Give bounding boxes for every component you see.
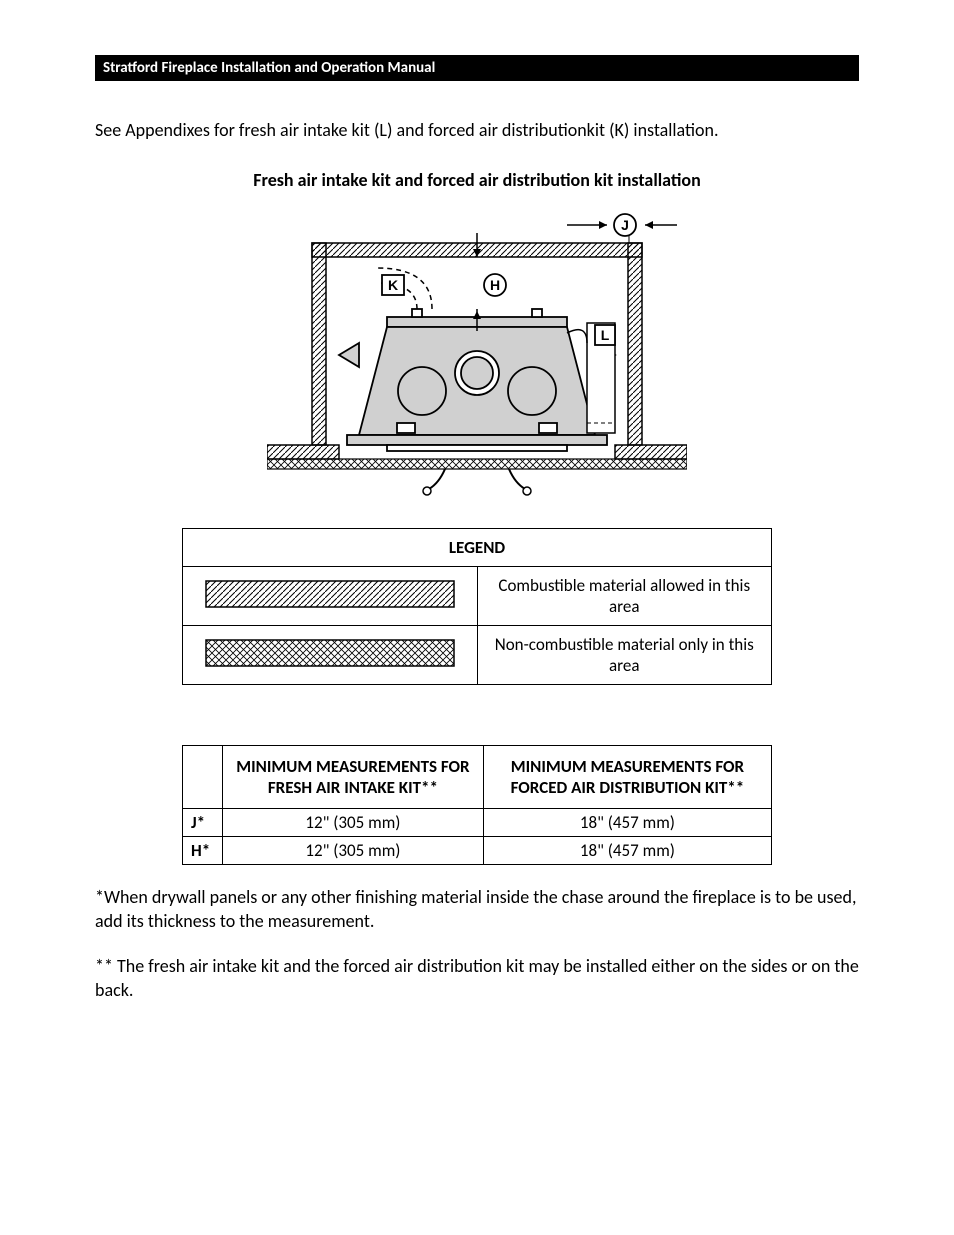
header-title: Stratford Fireplace Installation and Ope… [103,59,435,77]
footnote-1: *When drywall panels or any other finish… [95,885,859,934]
intro-paragraph: See Appendixes for fresh air intake kit … [95,119,859,141]
meas-header-blank [183,746,223,809]
table-row: H* 12" (305 mm) 18" (457 mm) [183,837,772,865]
legend-row: Non-combustible material only in this ar… [183,626,772,685]
meas-cell: 18" (457 mm) [483,809,771,837]
diagram-label-j: J [621,217,629,233]
measurements-table: MINIMUM MEASUREMENTS FOR FRESH AIR INTAK… [182,745,772,865]
meas-row-label: J* [183,809,223,837]
legend-swatch-cross [183,626,478,685]
hatch-swatch-icon [205,580,455,608]
legend-title: LEGEND [183,529,772,567]
meas-cell: 18" (457 mm) [483,837,771,865]
meas-cell: 12" (305 mm) [223,809,484,837]
diagram-label-l: L [601,327,610,343]
meas-header-col1: MINIMUM MEASUREMENTS FOR FRESH AIR INTAK… [223,746,484,809]
legend-row: Combustible material allowed in this are… [183,567,772,626]
meas-cell: 12" (305 mm) [223,837,484,865]
legend-desc: Non-combustible material only in this ar… [477,626,772,685]
figure-caption: Fresh air intake kit and forced air dist… [95,169,859,191]
diagram-label-h: H [490,277,500,293]
footnote-2: ** The fresh air intake kit and the forc… [95,954,859,1003]
page-header: Stratford Fireplace Installation and Ope… [95,55,859,81]
cross-swatch-icon [205,639,455,667]
table-row: J* 12" (305 mm) 18" (457 mm) [183,809,772,837]
diagram: J H K L [95,213,859,508]
legend-table: LEGEND Combustible material allowed in t… [182,528,772,685]
meas-header-col2: MINIMUM MEASUREMENTS FOR FORCED AIR DIST… [483,746,771,809]
diagram-label-k: K [388,277,398,293]
page: Stratford Fireplace Installation and Ope… [0,0,954,1082]
fireplace-diagram-svg: J H K L [267,213,687,503]
meas-row-label: H* [183,837,223,865]
legend-desc: Combustible material allowed in this are… [477,567,772,626]
legend-swatch-hatch [183,567,478,626]
